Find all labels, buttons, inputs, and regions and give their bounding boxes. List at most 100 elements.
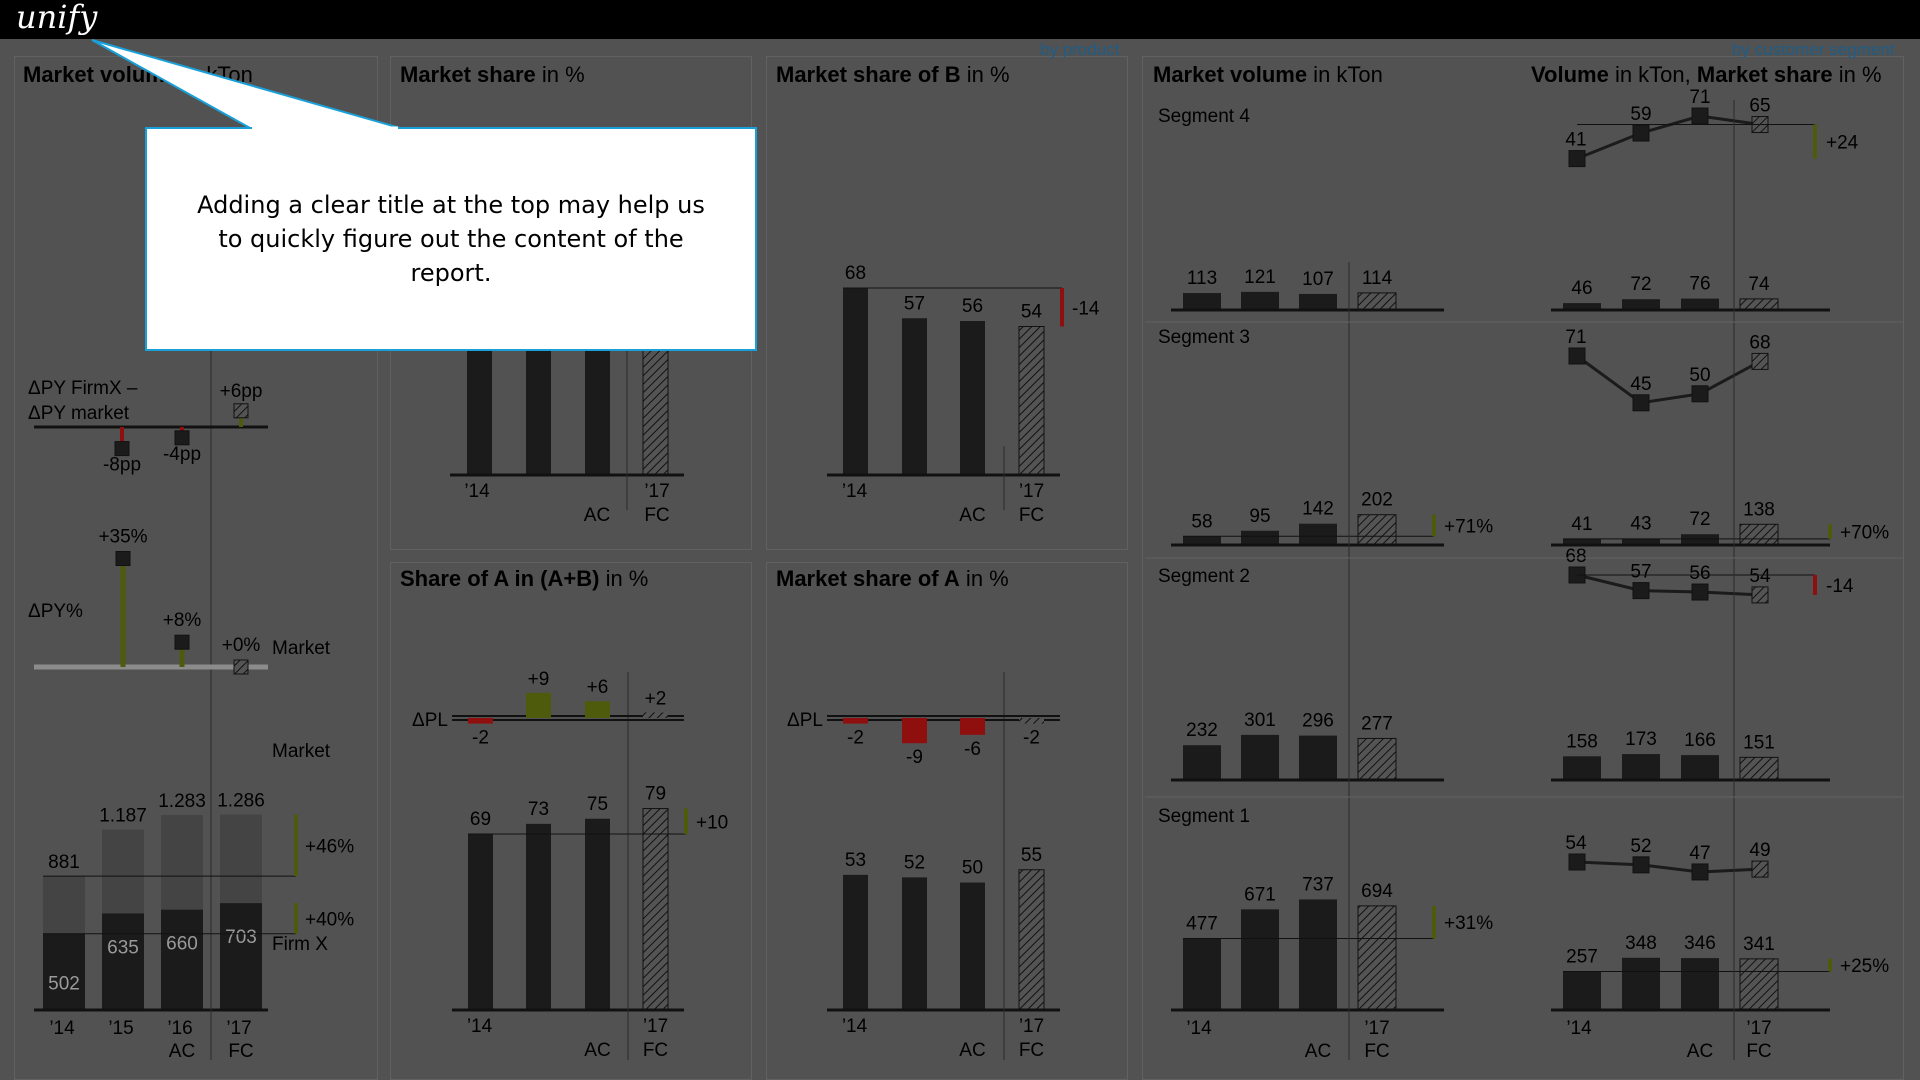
seg1-vol-bar-1 bbox=[1241, 530, 1279, 545]
seg0-share-point-1 bbox=[1632, 124, 1650, 142]
ms-cat-17: ’17 bbox=[644, 481, 669, 502]
sab-label-0: 69 bbox=[470, 809, 491, 830]
seg1-share-bar-0 bbox=[1563, 538, 1601, 545]
firm-bar-0 bbox=[43, 933, 85, 1010]
title-market-share-b: Market share of B in % bbox=[776, 62, 1010, 87]
seg3-share-delta: +25% bbox=[1840, 956, 1889, 977]
firm-value-label-0: 502 bbox=[48, 974, 80, 995]
seg3-share-point-label-2: 47 bbox=[1689, 843, 1710, 864]
seg0-share-bar-2 bbox=[1681, 298, 1719, 310]
seg2-share-line bbox=[1576, 573, 1761, 597]
sab-delta-label: +10 bbox=[696, 812, 728, 833]
seg3-vol-label-0: 477 bbox=[1186, 913, 1218, 934]
msa-bar-0 bbox=[843, 874, 868, 1010]
seg0-vol-bar-0 bbox=[1183, 293, 1221, 310]
seg2-share-point-3 bbox=[1751, 586, 1769, 604]
seg1-vol-label-1: 95 bbox=[1249, 506, 1270, 527]
seg3-share-point-2 bbox=[1691, 863, 1709, 881]
msa-label-2: 50 bbox=[962, 858, 983, 879]
seg1-share-bar-2 bbox=[1681, 534, 1719, 545]
seg2-share-point-2 bbox=[1691, 583, 1709, 601]
msb-delta-label: -14 bbox=[1072, 298, 1100, 319]
seg3-share-line bbox=[1576, 860, 1761, 874]
sab-dpl-bar-1 bbox=[526, 692, 551, 718]
seg3-vol-label-3: 694 bbox=[1361, 881, 1393, 902]
app-logo: unify bbox=[16, 0, 98, 36]
panel-market-share-b bbox=[766, 56, 1128, 550]
seg1-share-bar-label-0: 41 bbox=[1571, 514, 1592, 535]
dpy-pin-label-2: +0% bbox=[222, 635, 261, 656]
title-segment-volume: Market volume in kTon bbox=[1153, 62, 1383, 87]
seg3-vol-label-1: 671 bbox=[1244, 884, 1276, 905]
seg2-share-bar-label-0: 158 bbox=[1566, 731, 1598, 752]
seg1-share-bar-1 bbox=[1622, 538, 1660, 545]
msb-cat-ac: AC bbox=[959, 505, 985, 526]
seg3-share-point-label-0: 54 bbox=[1565, 833, 1587, 854]
seg2-line-delta: -14 bbox=[1826, 576, 1854, 597]
msb-bar-2 bbox=[960, 321, 985, 475]
seg3-share-point-0 bbox=[1568, 853, 1586, 871]
seg0-vol-label-0: 113 bbox=[1187, 268, 1217, 289]
ms-cat-fc: FC bbox=[644, 505, 669, 526]
msb-label-2: 56 bbox=[962, 296, 983, 317]
seg1-share-line bbox=[1576, 354, 1761, 405]
dpy-pin-label-0: +35% bbox=[98, 527, 147, 548]
seg3-vol-label-2: 737 bbox=[1302, 874, 1334, 895]
sab-label-1: 73 bbox=[528, 799, 549, 820]
title-market-share: Market share in % bbox=[400, 62, 585, 87]
seg0-line-delta: +24 bbox=[1826, 133, 1859, 154]
sab-cat-17: ’17 bbox=[643, 1016, 668, 1037]
seg1-vol-label-3: 202 bbox=[1361, 490, 1393, 511]
seg1-share-point-label-2: 50 bbox=[1689, 365, 1710, 386]
seg1-share-point-2 bbox=[1691, 385, 1709, 403]
dpy-firm-label-v0: -8pp bbox=[103, 455, 141, 476]
seg3-vol-bar-2 bbox=[1299, 899, 1337, 1010]
msb-cat-0: ’14 bbox=[842, 481, 868, 502]
msa-bar-3 bbox=[1018, 869, 1045, 1011]
seg0-share-bar-label-0: 46 bbox=[1571, 278, 1592, 299]
msa-dpl-bar-0 bbox=[843, 718, 868, 724]
msa-dpl-val-1: -9 bbox=[906, 747, 923, 768]
msa-dpl-val-3: -2 bbox=[1023, 728, 1040, 749]
msb-label-1: 57 bbox=[904, 293, 925, 314]
sab-dpl-val-3: +2 bbox=[645, 688, 667, 709]
sab-dpl-val-1: +9 bbox=[528, 669, 550, 690]
by-product-link[interactable]: by product bbox=[1040, 40, 1120, 59]
segment-name-2: Segment 2 bbox=[1158, 566, 1250, 587]
ms-cat-ac: AC bbox=[584, 505, 610, 526]
seg2-vol-bar-0 bbox=[1183, 745, 1221, 780]
seg2-vol-bar-1 bbox=[1241, 734, 1279, 780]
dpy-pin-head-2 bbox=[233, 659, 249, 675]
seg3-share-point-3 bbox=[1751, 860, 1769, 878]
seg2-vol-label-2: 296 bbox=[1302, 711, 1334, 732]
sab-dpl-label: ΔPL bbox=[412, 710, 448, 731]
sab-bar-0 bbox=[468, 834, 493, 1010]
dpy-percent-label: ΔPY% bbox=[28, 601, 83, 622]
seg3-share-bar-label-0: 257 bbox=[1566, 946, 1598, 967]
dpy-firm-head-2 bbox=[233, 403, 249, 419]
sab-dpl-bar-2 bbox=[585, 701, 610, 718]
seg1-share-point-0 bbox=[1568, 347, 1586, 365]
msb-bar-1 bbox=[902, 318, 927, 475]
sab-dpl-bar-3 bbox=[643, 712, 668, 718]
seg3-vol-bar-0 bbox=[1183, 938, 1221, 1010]
seg3-share-bar-2 bbox=[1681, 958, 1719, 1010]
seg0-share-bar-label-2: 76 bbox=[1689, 274, 1710, 295]
seg3-share-point-label-1: 52 bbox=[1630, 836, 1651, 857]
firm-value-label-1: 635 bbox=[107, 937, 139, 958]
seg2-share-bar-2 bbox=[1681, 755, 1719, 780]
firm-value-label-2: 660 bbox=[166, 934, 198, 955]
firm-bar-3 bbox=[220, 903, 262, 1010]
ms-bar-0 bbox=[467, 350, 492, 475]
seg3-vol-delta: +31% bbox=[1444, 913, 1493, 934]
sab-label-3: 79 bbox=[645, 784, 666, 805]
dpy-firm-label-1: ΔPY FirmX – bbox=[28, 378, 138, 399]
seg0-vol-label-1: 121 bbox=[1244, 267, 1276, 288]
seg-cat-14-r: ’14 bbox=[1566, 1018, 1592, 1039]
market-total-label-2: 1.283 bbox=[158, 791, 206, 812]
by-customer-segment-link[interactable]: by customer segment bbox=[1732, 40, 1895, 59]
firm-value-label-3: 703 bbox=[225, 927, 257, 948]
seg0-share-point-label-1: 59 bbox=[1630, 104, 1651, 125]
msb-label-0: 68 bbox=[845, 263, 866, 284]
